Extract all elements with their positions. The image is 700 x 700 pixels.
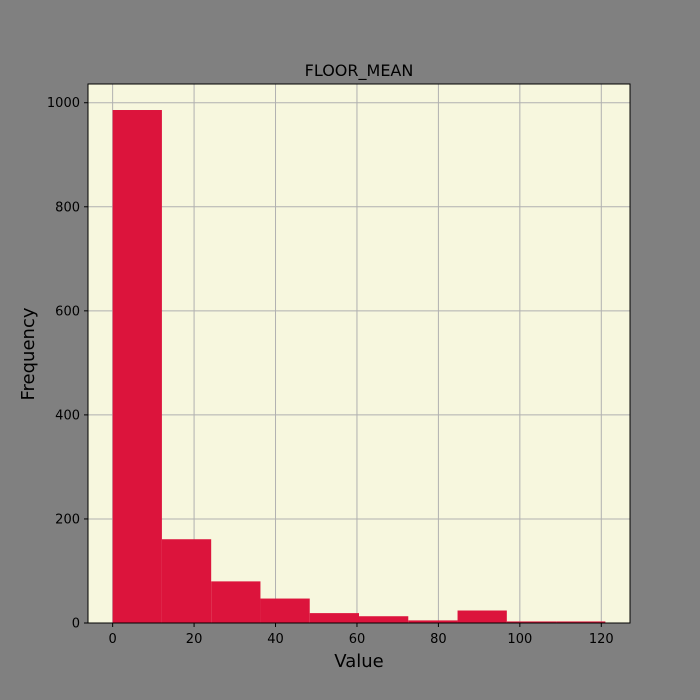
- histogram-bar: [556, 621, 606, 623]
- histogram-bar: [309, 613, 359, 623]
- histogram-bar: [408, 620, 458, 623]
- plot-area: [88, 84, 630, 623]
- x-tick-label: 80: [430, 632, 447, 647]
- x-tick-label: 60: [349, 632, 366, 647]
- y-tick-label: 800: [55, 200, 80, 215]
- x-axis-ticks: 0 20 40 60 80 100 120: [108, 623, 614, 647]
- y-axis-label: Frequency: [18, 307, 39, 400]
- y-axis-ticks: 0 200 400 600 800 1000: [47, 96, 88, 632]
- histogram-bar: [112, 110, 162, 624]
- histogram-bar: [161, 539, 212, 623]
- x-tick-label: 0: [108, 632, 116, 647]
- histogram-bar: [260, 598, 310, 623]
- histogram-bar: [359, 616, 409, 623]
- histogram-bar: [457, 610, 507, 623]
- y-tick-label: 0: [72, 617, 80, 632]
- histogram-bars: [112, 110, 606, 624]
- y-tick-label: 1000: [47, 96, 80, 111]
- x-tick-label: 100: [507, 632, 532, 647]
- histogram-bar: [506, 621, 557, 623]
- y-tick-label: 200: [55, 512, 80, 527]
- y-tick-label: 400: [55, 408, 80, 423]
- x-tick-label: 120: [589, 632, 614, 647]
- chart-title: FLOOR_MEAN: [305, 61, 414, 81]
- y-tick-label: 600: [55, 304, 80, 319]
- x-tick-label: 20: [186, 632, 203, 647]
- x-tick-label: 40: [267, 632, 284, 647]
- plot-frame: [87, 83, 631, 624]
- histogram-bar: [211, 581, 261, 623]
- x-axis-label: Value: [334, 651, 383, 672]
